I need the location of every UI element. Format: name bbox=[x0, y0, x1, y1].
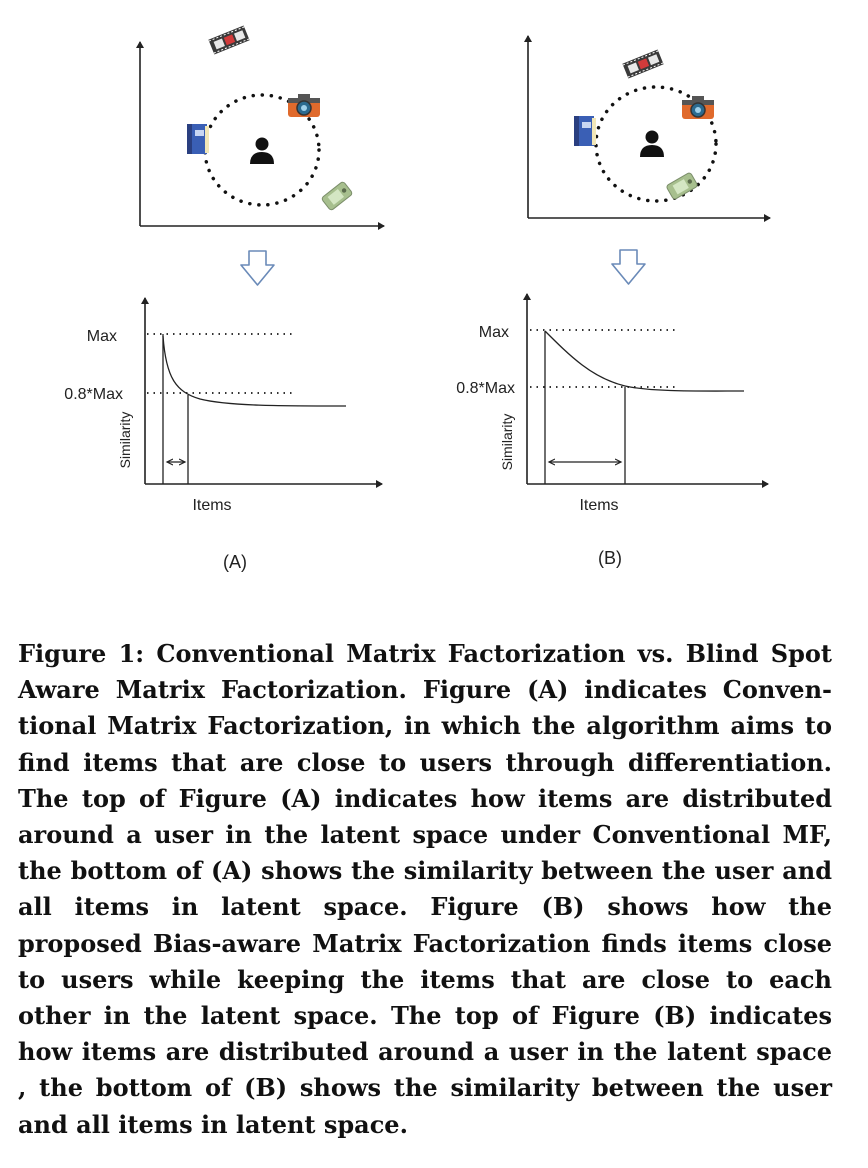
phone-icon bbox=[666, 172, 698, 200]
similarity-curve-b bbox=[544, 330, 745, 392]
latent-space-axes-a bbox=[136, 41, 385, 230]
similarity-chart-a: Max 0.8*Max Similarity Items bbox=[64, 297, 383, 514]
figure-1: Max 0.8*Max Similarity Items (A) bbox=[64, 25, 771, 572]
max-label-a: Max bbox=[87, 328, 117, 345]
ylabel-b: Similarity bbox=[499, 414, 515, 471]
panel-label-b: (B) bbox=[598, 548, 622, 568]
user-icon bbox=[640, 130, 664, 157]
panel-a: Max 0.8*Max Similarity Items (A) bbox=[64, 25, 385, 572]
max-label-b: Max bbox=[479, 324, 509, 341]
down-arrow-icon bbox=[611, 249, 646, 285]
film-strip-icon bbox=[208, 25, 250, 55]
similarity-chart-b: Max 0.8*Max Similarity Items bbox=[456, 293, 769, 514]
latent-space-axes-b bbox=[524, 35, 771, 222]
ylabel-a: Similarity bbox=[117, 412, 133, 469]
phone-icon bbox=[321, 181, 353, 211]
threshold-label-b: 0.8*Max bbox=[456, 380, 515, 397]
book-icon bbox=[574, 116, 596, 146]
book-icon bbox=[187, 124, 209, 154]
camera-icon bbox=[288, 94, 320, 117]
down-arrow-icon bbox=[240, 250, 275, 286]
similarity-curve-a bbox=[162, 335, 347, 407]
xlabel-a: Items bbox=[192, 497, 231, 514]
latent-circle-a bbox=[203, 93, 321, 207]
figure-caption: Figure 1: Conventional Matrix Factorizat… bbox=[18, 639, 832, 1139]
panel-b: Max 0.8*Max Similarity Items (B) bbox=[456, 35, 771, 568]
film-strip-icon bbox=[622, 49, 664, 79]
user-icon bbox=[250, 137, 274, 164]
panel-label-a: (A) bbox=[223, 552, 247, 572]
xlabel-b: Items bbox=[579, 497, 618, 514]
camera-icon bbox=[682, 96, 714, 119]
threshold-label-a: 0.8*Max bbox=[64, 386, 123, 403]
